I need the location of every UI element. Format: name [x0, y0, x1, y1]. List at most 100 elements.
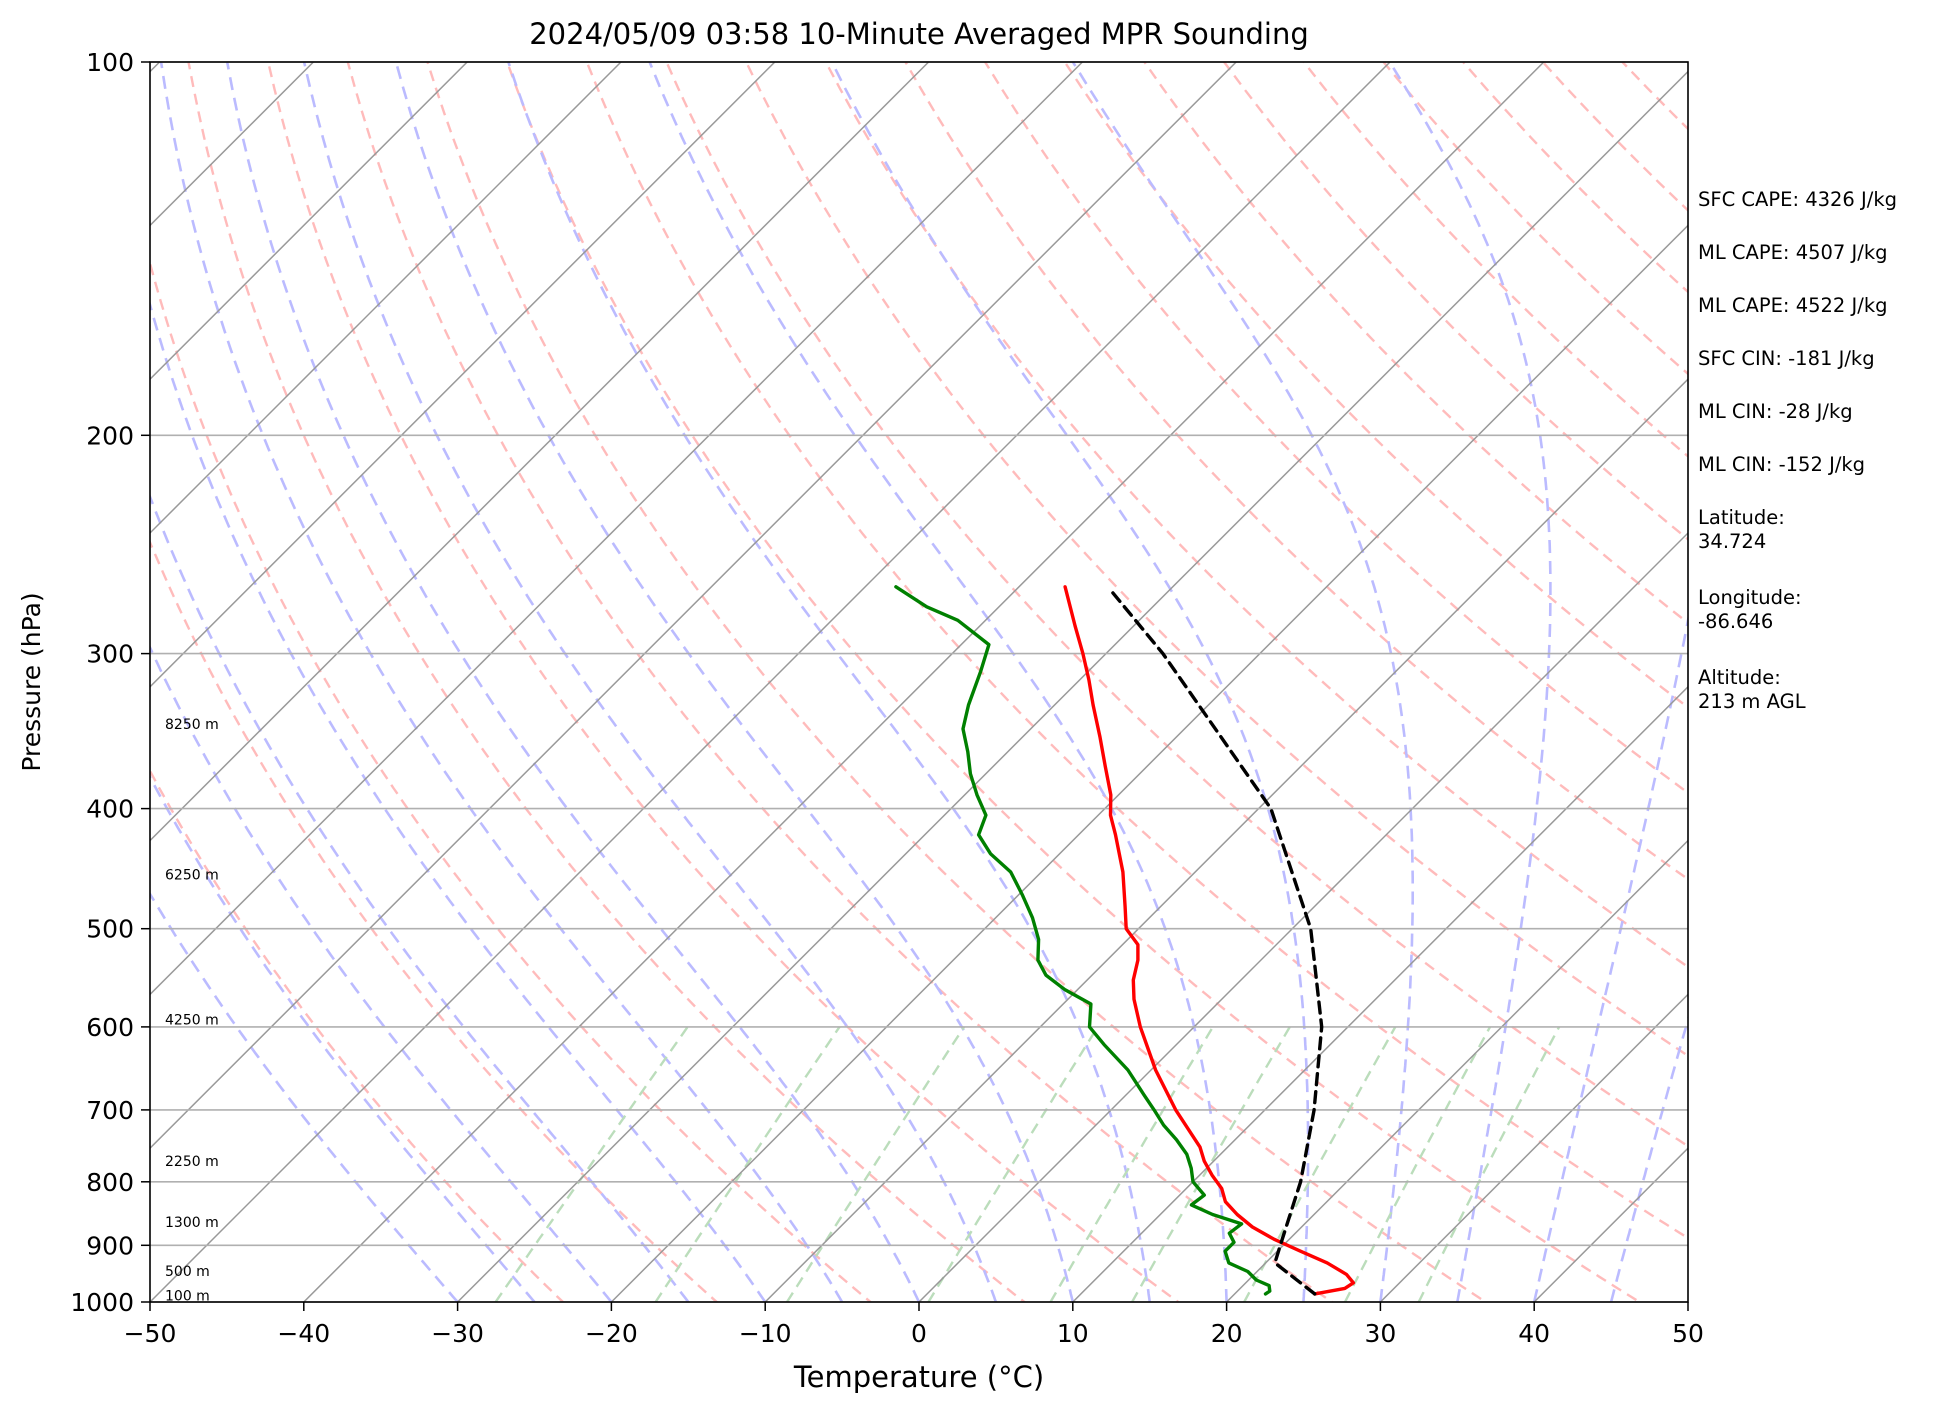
dry-adiabat — [824, 62, 1688, 969]
sounding-stats-panel: SFC CAPE: 4326 J/kg ML CAPE: 4507 J/kg ML … — [1698, 188, 1928, 746]
dry-adiabat — [904, 62, 1688, 881]
y-tick-label: 800 — [86, 1168, 134, 1197]
stat-label: Latitude: — [1698, 506, 1785, 529]
stat-entry: SFC CAPE: 4326 J/kg — [1698, 188, 1928, 212]
y-tick-label: 500 — [86, 915, 134, 944]
moist-adiabat — [150, 891, 459, 1302]
moist-adiabat — [150, 493, 690, 1302]
dry-adiabat — [1063, 62, 1688, 709]
isotherm — [610, 224, 1688, 1302]
stat-label: ML CAPE: 4522 J/kg — [1698, 294, 1888, 317]
stat-value: 213 m AGL — [1698, 690, 1806, 713]
stat-value: -86.646 — [1698, 610, 1774, 633]
moist-adiabat — [1532, 613, 1688, 1302]
height-label: 100 m — [165, 1289, 210, 1305]
isotherm — [457, 70, 1688, 1302]
x-tick-label: −10 — [739, 1319, 792, 1348]
y-tick-label: 400 — [86, 795, 134, 824]
stat-label: ML CIN: -152 J/kg — [1698, 453, 1866, 476]
height-labels: 100 m 500 m 1300 m 2250 m 4250 m 6250 m 8250 m — [165, 717, 219, 1304]
x-tick-label: −20 — [585, 1319, 638, 1348]
moist-adiabat — [150, 774, 536, 1302]
y-tick-label: 600 — [86, 1013, 134, 1042]
moist-adiabat — [1609, 1014, 1688, 1302]
dry-adiabat — [505, 62, 1642, 1302]
isotherm — [150, 62, 1237, 1150]
height-label: 1300 m — [165, 1215, 219, 1231]
stat-entry: Latitude: 34.724 — [1698, 506, 1928, 554]
moist-adiabat — [159, 62, 844, 1302]
isotherm — [150, 62, 622, 535]
isotherm — [150, 62, 1083, 996]
stat-label: ML CIN: -28 J/kg — [1698, 400, 1853, 423]
y-tick-label: 700 — [86, 1096, 134, 1125]
stat-label: SFC CIN: -181 J/kg — [1698, 347, 1875, 370]
moist-adiabat — [302, 62, 998, 1302]
dry-adiabat — [150, 258, 873, 1302]
moist-adiabat — [150, 644, 613, 1302]
x-tick-label: 50 — [1672, 1319, 1704, 1348]
stat-label: Longitude: — [1698, 586, 1802, 609]
isotherm — [303, 62, 1545, 1302]
x-tick-label: 20 — [1211, 1319, 1243, 1348]
moist-adiabat — [394, 62, 1075, 1302]
stat-entry: ML CAPE: 4507 J/kg — [1698, 241, 1928, 265]
moist-adiabat — [150, 299, 767, 1302]
y-tick-label: 300 — [86, 640, 134, 669]
y-tick-label: 900 — [86, 1231, 134, 1260]
mixing-ratio-line — [785, 1026, 966, 1302]
stat-label: Altitude: — [1698, 666, 1781, 689]
temperature-profile-line — [1063, 585, 1356, 1296]
mixing-ratio-line — [927, 1026, 1099, 1302]
isotherm — [918, 531, 1688, 1302]
height-label: 8250 m — [165, 717, 219, 733]
y-axis-label: Pressure (hPa) — [17, 592, 46, 771]
isotherm — [1379, 993, 1688, 1302]
isotherm — [150, 62, 1391, 1302]
stat-entry: SFC CIN: -181 J/kg — [1698, 347, 1928, 371]
x-tick-label: 30 — [1364, 1319, 1396, 1348]
stat-value: 34.724 — [1698, 530, 1767, 553]
isotherm — [150, 62, 776, 688]
isotherm — [764, 378, 1688, 1302]
x-axis: −50 −40 −30 −20 −10 0 10 20 30 40 50 — [124, 1302, 1704, 1348]
y-tick-label: 200 — [86, 421, 134, 450]
moist-adiabat — [648, 62, 1228, 1302]
moist-adiabat — [507, 62, 1151, 1302]
moist-adiabat — [830, 62, 1310, 1302]
dry-adiabat — [150, 539, 719, 1302]
dry-adiabat — [665, 62, 1688, 1148]
moist-adiabat — [1388, 62, 1552, 1302]
dewpoint-profile-line — [894, 585, 1272, 1296]
isotherm — [150, 62, 930, 842]
y-tick-label: 100 — [86, 48, 134, 77]
height-label: 2250 m — [165, 1154, 219, 1170]
x-tick-label: 0 — [911, 1319, 927, 1348]
x-tick-label: −50 — [124, 1319, 177, 1348]
x-axis-label: Temperature (°C) — [793, 1360, 1044, 1394]
y-axis: 1000 900 800 700 600 500 400 300 200 100 — [70, 48, 150, 1317]
dry-adiabat — [346, 62, 1335, 1302]
height-label: 6250 m — [165, 867, 219, 883]
y-tick-label: 1000 — [70, 1288, 134, 1317]
isotherm — [1072, 685, 1688, 1302]
mixing-ratio-line — [1131, 1026, 1291, 1302]
profile-lines — [894, 585, 1356, 1296]
stat-entry: ML CIN: -152 J/kg — [1698, 453, 1928, 477]
stat-label: SFC CAPE: 4326 J/kg — [1698, 188, 1898, 211]
chart-title: 2024/05/09 03:58 10-Minute Averaged MPR … — [529, 17, 1309, 51]
isotherm — [1226, 839, 1688, 1302]
x-tick-label: 10 — [1057, 1319, 1089, 1348]
x-tick-label: −40 — [277, 1319, 330, 1348]
height-label: 500 m — [165, 1264, 210, 1280]
x-tick-label: 40 — [1518, 1319, 1550, 1348]
x-tick-label: −30 — [431, 1319, 484, 1348]
reference-lines — [150, 62, 1688, 1302]
dry-adiabat — [744, 62, 1688, 1058]
parcel-profile-line — [1111, 591, 1324, 1296]
moist-adiabat — [225, 62, 921, 1302]
dry-adiabat — [187, 62, 1027, 1302]
stat-entry: ML CAPE: 4522 J/kg — [1698, 294, 1928, 318]
stat-entry: ML CIN: -28 J/kg — [1698, 400, 1928, 424]
